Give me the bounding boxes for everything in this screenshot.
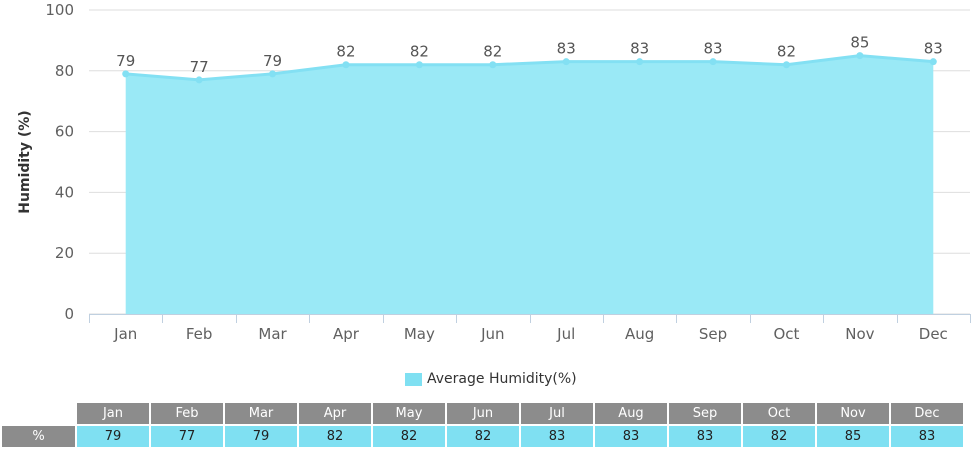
table-header-cell: Jan — [77, 403, 149, 424]
table-header-cell: Mar — [225, 403, 297, 424]
data-point — [782, 61, 790, 69]
table-header-cell: Feb — [151, 403, 223, 424]
data-point — [122, 70, 130, 78]
table-header-cell: Sep — [669, 403, 741, 424]
data-label: 79 — [116, 52, 135, 70]
data-label: 77 — [190, 58, 209, 76]
table-value-row: % 79 77 79 82 82 82 83 83 83 82 85 83 — [2, 426, 963, 447]
data-label: 83 — [557, 40, 576, 58]
table-header-row: Jan Feb Mar Apr May Jun Jul Aug Sep Oct Nov Dec — [2, 403, 963, 424]
table-header-cell: Aug — [595, 403, 667, 424]
table-value-cell: 82 — [373, 426, 445, 447]
data-label: 83 — [630, 40, 649, 58]
x-axis-ticks: Jan Feb Mar Apr May Jun Jul Aug Sep Oct Nov Dec — [113, 325, 948, 343]
table-header-cell: Jun — [447, 403, 519, 424]
table-value-cell: 82 — [447, 426, 519, 447]
humidity-area-chart: 0 20 40 60 80 100 Jan Feb Mar Apr May Jun Jul Aug Sep… — [17, 1, 971, 343]
data-point — [269, 70, 277, 78]
table-row-label: % — [2, 426, 75, 447]
data-label: 83 — [924, 40, 943, 58]
x-tick-label: Jun — [480, 325, 504, 343]
data-point — [562, 58, 570, 66]
table-value-cell: 83 — [595, 426, 667, 447]
data-points — [122, 52, 937, 84]
table-value-cell: 82 — [743, 426, 815, 447]
y-tick-label: 60 — [55, 123, 74, 141]
x-tick-label: Nov — [845, 325, 874, 343]
y-axis-ticks: 0 20 40 60 80 100 — [45, 1, 74, 323]
table-value-cell: 83 — [669, 426, 741, 447]
data-label: 82 — [483, 43, 502, 61]
x-tick-label: Sep — [699, 325, 727, 343]
data-point — [195, 76, 203, 84]
x-tick-label: Feb — [186, 325, 213, 343]
area-layer — [125, 54, 934, 314]
x-tick-label: Mar — [258, 325, 287, 343]
y-tick-label: 40 — [55, 183, 74, 201]
table-value-cell: 83 — [891, 426, 963, 447]
data-label: 82 — [777, 43, 796, 61]
data-point — [489, 61, 497, 69]
data-point — [415, 61, 423, 69]
table-header-cell: Apr — [299, 403, 371, 424]
legend-label: Average Humidity(%) — [427, 371, 577, 387]
x-tick-label: Dec — [919, 325, 948, 343]
table-value-cell: 79 — [77, 426, 149, 447]
table-value-cell: 79 — [225, 426, 297, 447]
x-tick-label: Oct — [773, 325, 799, 343]
data-label: 83 — [703, 40, 722, 58]
table-header-cell: May — [373, 403, 445, 424]
x-tick-label: May — [404, 325, 435, 343]
table-value-cell: 85 — [817, 426, 889, 447]
legend-swatch — [405, 372, 422, 386]
table-header-cell: Oct — [743, 403, 815, 424]
data-point — [709, 58, 717, 66]
data-label: 82 — [336, 43, 355, 61]
x-tick-label: Jan — [113, 325, 137, 343]
series-line — [125, 54, 934, 82]
table-header-cell: Nov — [817, 403, 889, 424]
x-tick-label: Apr — [333, 325, 360, 343]
data-point — [856, 52, 864, 60]
data-point — [929, 58, 937, 66]
data-point — [636, 58, 644, 66]
data-point — [342, 61, 350, 69]
table-value-cell: 83 — [521, 426, 593, 447]
x-tick-label: Aug — [625, 325, 654, 343]
table-value-cell: 82 — [299, 426, 371, 447]
data-label: 85 — [850, 34, 869, 52]
y-tick-label: 100 — [45, 1, 74, 19]
data-label: 79 — [263, 52, 282, 70]
y-axis-label: Humidity (%) — [17, 110, 33, 213]
y-tick-label: 80 — [55, 62, 74, 80]
y-tick-label: 0 — [64, 305, 74, 323]
data-table: Jan Feb Mar Apr May Jun Jul Aug Sep Oct Nov Dec % 7… — [0, 401, 965, 449]
table-value-cell: 77 — [151, 426, 223, 447]
table-header-cell: Dec — [891, 403, 963, 424]
y-tick-label: 20 — [55, 244, 74, 262]
axes — [89, 314, 971, 323]
data-labels: 79 77 79 82 82 82 83 83 83 82 85 83 — [116, 34, 943, 76]
table-corner — [2, 403, 75, 424]
data-label: 82 — [410, 43, 429, 61]
x-tick-label: Jul — [556, 325, 575, 343]
area-fill — [125, 55, 934, 314]
table-header-cell: Jul — [521, 403, 593, 424]
legend[interactable]: Average Humidity(%) — [405, 369, 577, 389]
